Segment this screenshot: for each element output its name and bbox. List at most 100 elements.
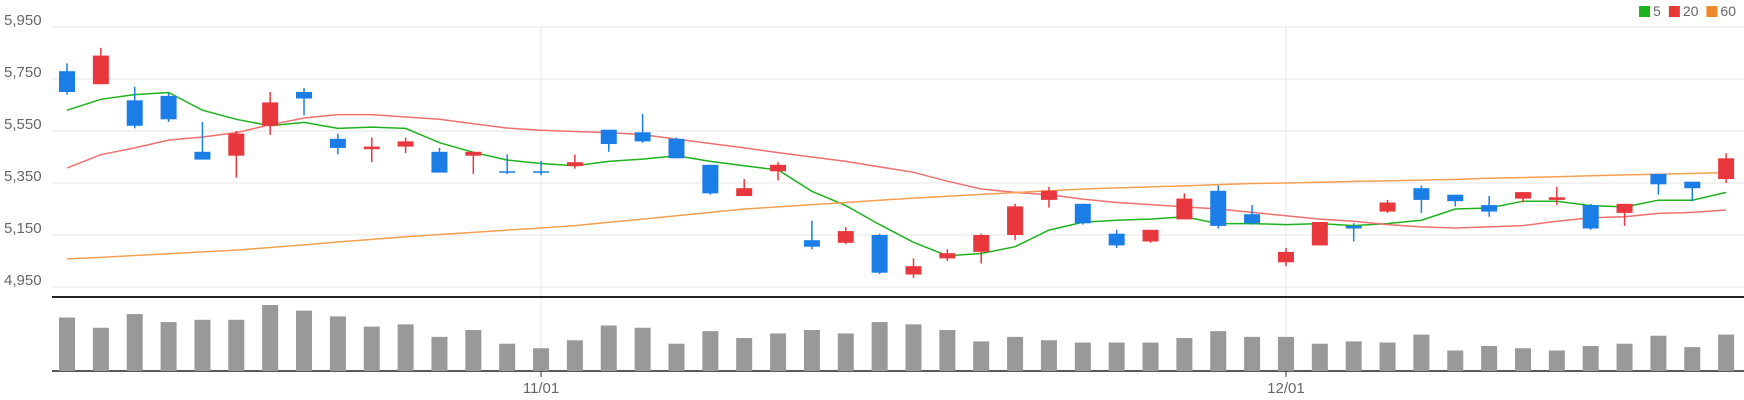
candle-body — [329, 138, 346, 148]
legend-swatch — [1639, 6, 1651, 17]
candle-body — [1244, 214, 1261, 224]
volume-bar — [1514, 348, 1531, 371]
volume-bar — [126, 314, 143, 371]
volume-bar — [533, 348, 550, 371]
candle-body — [499, 171, 516, 173]
legend-label: 60 — [1720, 3, 1736, 19]
volume-bar — [329, 316, 346, 371]
volume-bar — [702, 331, 719, 371]
legend-label: 5 — [1653, 3, 1661, 19]
candle-body — [1650, 173, 1667, 185]
candle-body — [702, 164, 719, 194]
volume-bar — [837, 333, 854, 371]
candle-body — [1379, 202, 1396, 212]
y-tick-label: 4,950 — [4, 272, 42, 289]
volume-bar — [1311, 343, 1328, 371]
candle-body — [1514, 192, 1531, 199]
volume-bar — [59, 317, 75, 371]
candle-body — [905, 266, 922, 275]
ma-line — [66, 91, 1727, 257]
volume-bar — [262, 305, 279, 371]
candle-body — [803, 240, 820, 247]
legend-label: 20 — [1683, 3, 1699, 19]
candle-body — [363, 146, 380, 150]
candle-body — [1616, 203, 1633, 213]
volume-bar — [939, 330, 956, 371]
legend-swatch — [1706, 6, 1718, 17]
candle-body — [533, 171, 550, 173]
y-tick-label: 5,750 — [4, 64, 42, 81]
volume-bar — [668, 343, 685, 371]
candle-body — [566, 162, 583, 167]
volume-bar — [1007, 336, 1024, 371]
candle-body — [397, 141, 414, 147]
volume-bar — [465, 330, 482, 371]
volume-bar — [1413, 334, 1430, 371]
volume-bar — [1616, 343, 1633, 371]
volume-bar — [1176, 338, 1193, 371]
volume-bar — [1244, 336, 1261, 371]
candle-body — [262, 102, 279, 126]
candle-body — [1413, 188, 1430, 200]
candle-body — [600, 129, 617, 144]
candle-body — [431, 151, 448, 173]
volume-bar — [1684, 347, 1701, 371]
candle-body — [1074, 203, 1091, 224]
candle-body — [1277, 251, 1294, 263]
volume-bar — [634, 327, 651, 371]
candle-body — [634, 132, 651, 142]
y-tick-label: 5,950 — [4, 12, 42, 29]
x-tick-label: 11/01 — [523, 380, 559, 397]
ma-line — [66, 113, 1727, 229]
volume-bar — [194, 319, 211, 371]
volume-bar — [1481, 345, 1498, 371]
y-tick-label: 5,150 — [4, 220, 42, 237]
ma-line — [66, 171, 1727, 260]
volume-bar — [871, 322, 888, 371]
candle-body — [1311, 222, 1328, 246]
volume-bar — [499, 343, 516, 371]
candle-body — [668, 138, 685, 159]
volume-bar — [160, 322, 177, 371]
volume-bar — [1548, 350, 1565, 371]
volume-bar — [296, 310, 313, 371]
candle-body — [1142, 229, 1159, 242]
volume-bar — [431, 336, 448, 371]
candle-body — [228, 133, 245, 156]
volume-bar — [1040, 340, 1057, 371]
volume-bar — [566, 340, 583, 371]
volume-bar — [736, 338, 753, 371]
candle-body — [1684, 181, 1701, 189]
volume-bar — [1142, 342, 1159, 371]
volume-bar — [1447, 350, 1464, 371]
candle-body — [194, 151, 211, 160]
volume-bar — [92, 327, 109, 371]
candle-body — [465, 151, 482, 156]
candle-body — [871, 235, 888, 273]
candle-body — [1718, 158, 1735, 180]
volume-bar — [600, 325, 617, 371]
volume-bar — [363, 326, 380, 371]
x-tick-label: 12/01 — [1267, 380, 1305, 397]
legend-swatch — [1668, 6, 1680, 17]
candle-body — [160, 95, 177, 120]
y-tick-label: 5,550 — [4, 116, 42, 133]
volume-bar — [1582, 345, 1599, 371]
volume-bar — [397, 324, 414, 371]
volume-bar — [1379, 342, 1396, 371]
candle-body — [126, 100, 143, 126]
candle-body — [770, 164, 787, 172]
candle-body — [1481, 205, 1498, 212]
volume-bar — [1108, 342, 1125, 371]
candle-body — [1176, 198, 1193, 220]
volume-bar — [1277, 336, 1294, 371]
volume-bar — [228, 319, 245, 371]
candle-body — [59, 71, 75, 92]
volume-bar — [973, 341, 990, 371]
candle-body — [1548, 197, 1565, 200]
y-tick-label: 5,350 — [4, 168, 42, 185]
candle-body — [973, 235, 990, 252]
volume-bar — [1718, 334, 1735, 371]
candle-body — [1210, 190, 1227, 226]
volume-bar — [1650, 335, 1667, 371]
